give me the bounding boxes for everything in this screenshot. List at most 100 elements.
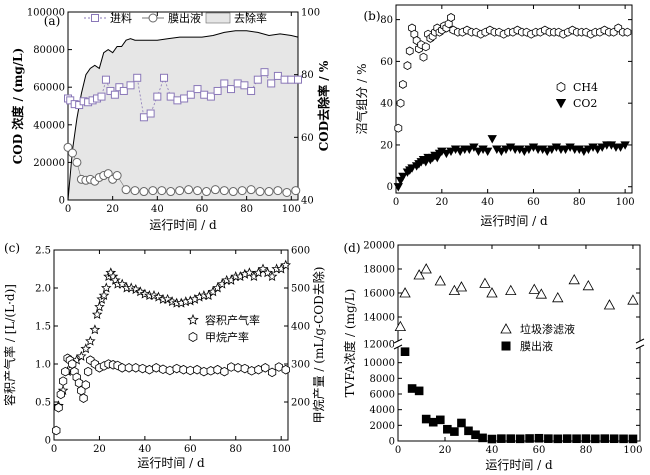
y2-tick-label: 400 xyxy=(291,322,310,333)
gas-rate-point xyxy=(262,267,273,278)
methane-yield-point xyxy=(131,363,140,373)
y2-tick-label: 100 xyxy=(301,8,320,19)
co2-point xyxy=(469,143,479,152)
axis-break-mark xyxy=(393,338,403,344)
membrane-point xyxy=(72,157,82,167)
legend-marker-gas-rate xyxy=(187,313,199,325)
y-tick-label: 2.0 xyxy=(35,284,51,295)
co2-point xyxy=(446,147,456,157)
gas-rate-point xyxy=(162,293,173,304)
methane-yield-point xyxy=(192,364,202,375)
feed-point xyxy=(139,113,148,122)
x-tick-label: 40 xyxy=(481,197,494,208)
co2-point xyxy=(524,145,534,154)
leachate-point xyxy=(627,294,639,305)
methane-yield-point xyxy=(56,389,65,400)
legend-marker-co2 xyxy=(555,99,567,109)
gas-rate-point xyxy=(98,290,110,301)
x-tick-label: 60 xyxy=(527,197,540,208)
x-tick-label: 60 xyxy=(184,444,197,455)
membrane-point xyxy=(130,186,140,196)
x-tick-label: 0 xyxy=(393,197,399,208)
y-tick-label: 20000 xyxy=(33,158,65,169)
membrane-point xyxy=(553,434,563,444)
methane-yield-point xyxy=(61,366,70,377)
membrane-point xyxy=(175,186,185,196)
x-tick-label: 60 xyxy=(533,445,546,456)
co2-point xyxy=(501,145,511,154)
methane-yield-point xyxy=(247,366,256,376)
co2-point xyxy=(615,143,626,152)
axis-break-mark xyxy=(635,338,645,344)
methane-yield-point xyxy=(172,363,181,374)
y-tick-label: 2.5 xyxy=(35,246,51,257)
legend-marker-methane-yield xyxy=(188,332,198,342)
feed-point xyxy=(200,90,209,99)
methane-yield-point xyxy=(152,363,161,373)
axes-panel-2: 0 20 40 60 80 100 0 0.5 1.0 1.5 2.0 2.5 200 300 400 500… xyxy=(35,246,310,456)
co2-point xyxy=(473,147,484,157)
leachate-point xyxy=(434,275,446,286)
feed-point xyxy=(247,86,256,95)
x-tick-label: 60 xyxy=(196,204,209,215)
x-tick-label: 0 xyxy=(395,445,401,456)
x-axis-label: 运行时间 / d xyxy=(480,214,548,228)
feed-point xyxy=(119,86,128,95)
y2-axis-label: COD去除率 / % xyxy=(316,60,331,151)
panel-label: (b) xyxy=(363,9,380,23)
y-tick-label: 0 xyxy=(389,437,395,448)
gas-rate-point xyxy=(76,350,87,361)
methane-yield-point xyxy=(220,366,229,377)
membrane-point xyxy=(139,187,149,197)
membrane-point xyxy=(237,186,247,196)
membrane-point xyxy=(210,185,220,195)
methane-yield-point xyxy=(254,364,263,375)
y2-tick-label: 600 xyxy=(291,246,310,257)
ch4-point xyxy=(623,27,632,37)
legend-label-ch4: CH4 xyxy=(573,81,598,94)
axis-break-mark xyxy=(635,344,645,350)
membrane-point xyxy=(428,417,438,427)
y-tick-label: 40000 xyxy=(33,120,65,131)
feed-point xyxy=(160,73,169,82)
axis-break-gap xyxy=(394,341,402,347)
gas-rate-point xyxy=(89,324,101,335)
leachate-point xyxy=(552,291,564,303)
membrane-point xyxy=(414,386,424,396)
co2-point xyxy=(560,145,571,154)
feed-point xyxy=(294,75,302,84)
panel-label: (c) xyxy=(4,241,20,255)
x-axis-label: 运行时间 / d xyxy=(137,456,205,470)
y-tick-label: 20 xyxy=(380,140,393,151)
membrane-point xyxy=(407,384,417,393)
y-tick-label: 40 xyxy=(380,99,393,110)
membrane-point xyxy=(121,185,131,195)
membrane-point xyxy=(600,434,610,443)
membrane-point xyxy=(228,187,238,197)
membrane-point xyxy=(157,186,167,196)
membrane-point xyxy=(112,171,122,181)
leachate-point xyxy=(505,284,517,296)
y-tick-label: 100000 xyxy=(27,8,65,19)
membrane-point xyxy=(421,414,431,424)
co2-point xyxy=(482,147,493,157)
y-tick-label: 10000 xyxy=(363,358,395,369)
methane-yield-point xyxy=(124,363,134,373)
membrane-point xyxy=(443,424,452,434)
x-tick-label: 20 xyxy=(439,445,452,456)
leachate-point xyxy=(582,279,594,291)
methane-yield-point xyxy=(84,366,93,377)
y-tick-label: 0 xyxy=(59,196,65,207)
co2-point xyxy=(455,147,465,157)
methane-yield-point xyxy=(138,363,147,374)
methane-yield-point xyxy=(165,365,175,376)
co2-point xyxy=(597,143,607,152)
feed-point xyxy=(213,86,222,95)
y2-axis-label: 甲烷产量 / (mL/g-COD去除) xyxy=(311,267,326,424)
gas-rate-point xyxy=(257,263,269,274)
y-tick-label: 80000 xyxy=(33,45,65,56)
membrane-point xyxy=(478,433,487,443)
legend-marker-ch4 xyxy=(556,82,566,92)
leachate-point xyxy=(399,287,411,298)
